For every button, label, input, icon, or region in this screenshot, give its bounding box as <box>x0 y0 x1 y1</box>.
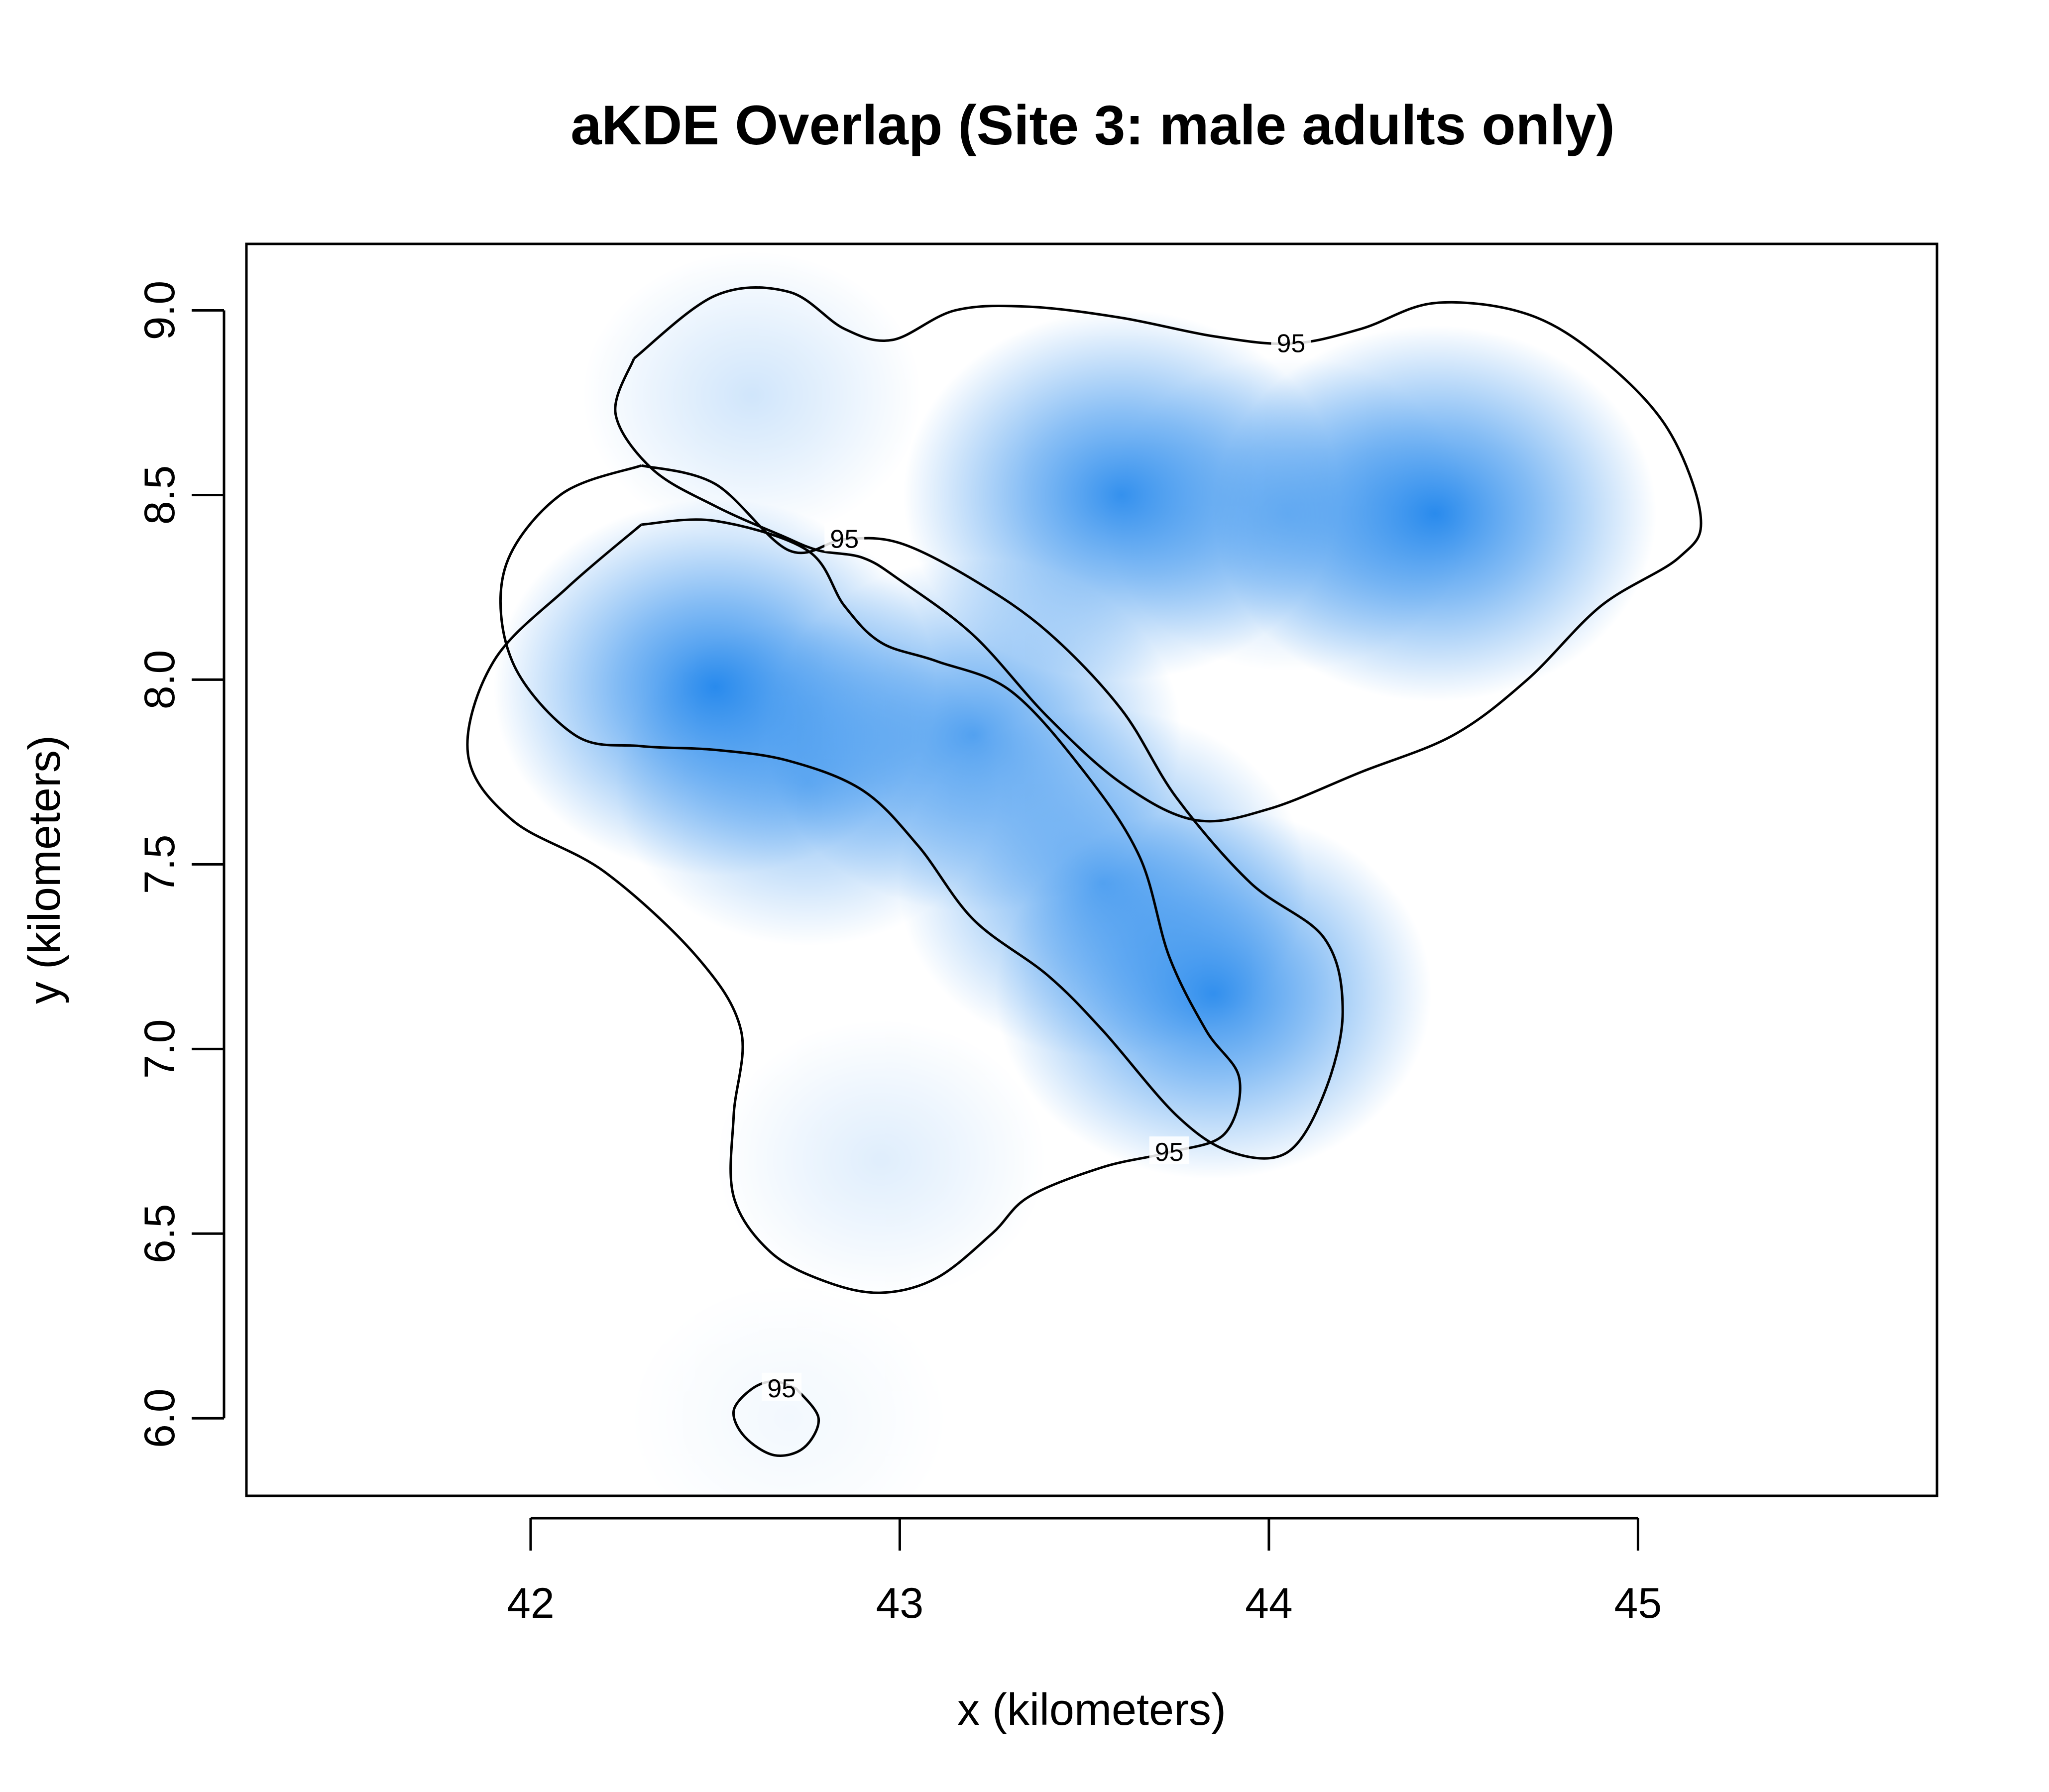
plot-area: 95 95 95 95 <box>466 251 1703 1496</box>
x-axis: 42 43 44 45 <box>507 1517 1662 1627</box>
contour-label-bg <box>1149 1136 1189 1165</box>
y-tick-label: 7.5 <box>136 835 184 895</box>
density-peak <box>582 251 922 540</box>
y-tick-label: 9.0 <box>136 281 184 340</box>
contour-label: 95 <box>767 1374 796 1403</box>
x-tick-label: 43 <box>876 1579 924 1627</box>
x-tick-label: 45 <box>1614 1579 1662 1627</box>
contour-line <box>466 518 1242 1294</box>
y-tick-label: 7.0 <box>136 1019 184 1079</box>
density-peak <box>1102 356 1473 671</box>
contour-label: 95 <box>830 525 859 554</box>
y-tick-label: 8.5 <box>136 465 184 525</box>
chart-title: aKDE Overlap (Site 3: male adults only) <box>570 94 1614 156</box>
contour-line <box>499 464 1344 1160</box>
x-axis-label: x (kilometers) <box>957 1685 1226 1735</box>
contour-label-bg <box>1271 328 1311 356</box>
y-axis: 6.0 6.5 7.0 7.5 8.0 8.5 9.0 <box>136 281 226 1448</box>
contour-label: 95 <box>1276 329 1305 358</box>
contour-layer: 95 95 95 95 <box>466 286 1703 1457</box>
contour-line <box>614 286 1703 823</box>
contour-label-bg <box>824 523 865 552</box>
density-peak <box>716 1019 1046 1300</box>
density-layer <box>493 251 1657 1496</box>
contour-label-bg <box>762 1372 802 1401</box>
y-axis-label: y (kilometers) <box>20 735 70 1004</box>
y-tick-label: 6.5 <box>136 1204 184 1263</box>
y-tick-label: 8.0 <box>136 650 184 710</box>
plot-frame <box>245 242 1938 1497</box>
x-tick-label: 42 <box>507 1579 555 1627</box>
contour-label: 95 <box>1155 1138 1184 1167</box>
y-tick-label: 6.0 <box>136 1388 184 1448</box>
density-peak <box>995 808 1432 1179</box>
x-tick-label: 44 <box>1245 1579 1293 1627</box>
